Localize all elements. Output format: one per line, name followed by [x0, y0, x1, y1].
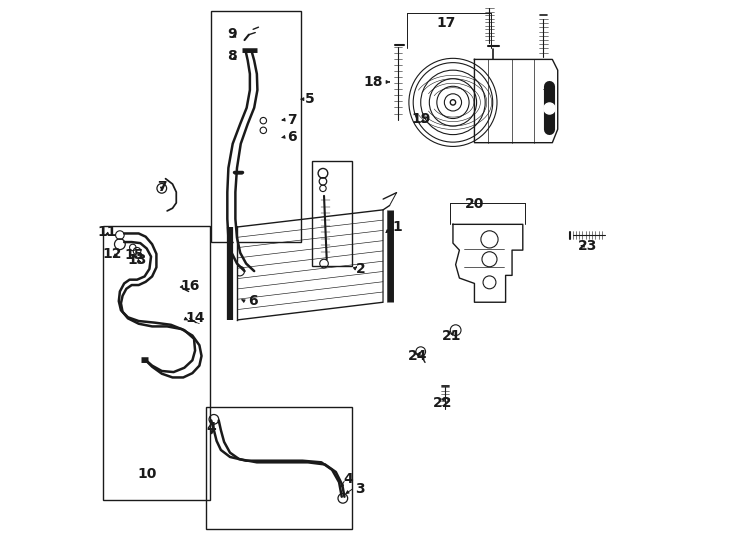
Text: 4: 4	[344, 472, 353, 486]
Text: 23: 23	[578, 239, 597, 253]
Text: 20: 20	[465, 198, 484, 212]
Text: 14: 14	[186, 312, 205, 325]
Bar	[103, 226, 210, 500]
Text: 17: 17	[437, 16, 457, 30]
Bar	[211, 11, 302, 242]
Text: 3: 3	[355, 482, 364, 496]
Bar	[206, 407, 352, 530]
Text: 6: 6	[288, 130, 297, 144]
Text: 10: 10	[137, 467, 156, 481]
Text: 24: 24	[408, 349, 428, 363]
Text: 13: 13	[128, 253, 147, 267]
Text: 9: 9	[227, 26, 236, 40]
Text: 18: 18	[363, 75, 383, 89]
Text: 16: 16	[180, 279, 200, 293]
Text: 2: 2	[356, 262, 366, 276]
Text: 11: 11	[97, 225, 117, 239]
Text: 5: 5	[305, 92, 315, 106]
Text: 7: 7	[288, 112, 297, 126]
Text: 19: 19	[411, 111, 430, 125]
Text: 21: 21	[442, 328, 462, 342]
Text: 22: 22	[432, 396, 452, 410]
Text: 12: 12	[103, 247, 122, 261]
Text: 7: 7	[157, 180, 167, 194]
Text: 4: 4	[207, 422, 217, 435]
Text: 15: 15	[124, 248, 144, 262]
Text: 6: 6	[248, 294, 258, 308]
Text: 8: 8	[227, 49, 236, 63]
Bar	[312, 161, 352, 266]
Text: 1: 1	[392, 220, 402, 234]
